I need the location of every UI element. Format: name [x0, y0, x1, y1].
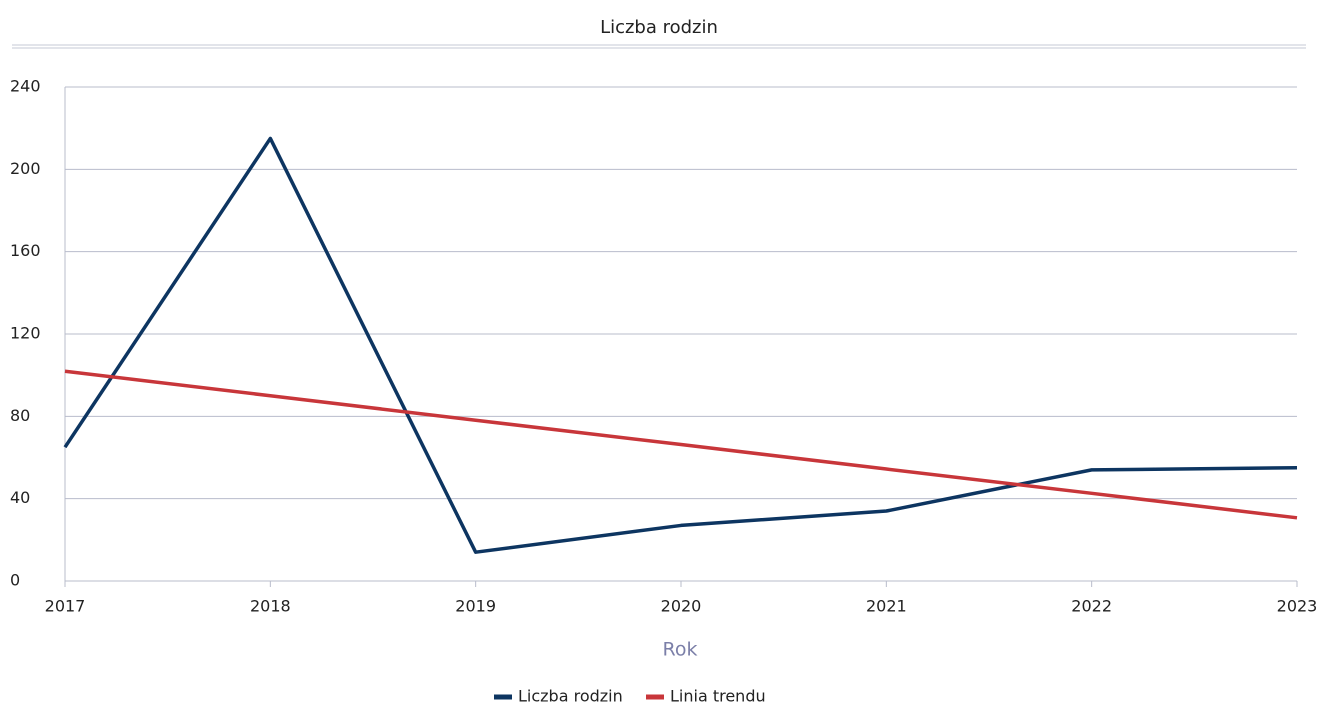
- x-tick-label: 2022: [1071, 597, 1112, 616]
- line-series: [64, 369, 1298, 520]
- x-tick-label: 2023: [1277, 597, 1318, 616]
- x-tick-label: 2019: [455, 597, 496, 616]
- y-tick-label: 240: [10, 77, 41, 96]
- line-series: [63, 136, 1298, 554]
- x-axis-label: Rok: [663, 639, 698, 661]
- x-tick-label: 2018: [250, 597, 291, 616]
- x-tick-label: 2021: [866, 597, 907, 616]
- y-tick-label: 160: [10, 241, 41, 260]
- legend-label: Liczba rodzin: [518, 687, 623, 706]
- legend-label: Linia trendu: [670, 687, 766, 706]
- y-tick-label: 80: [10, 406, 30, 425]
- x-tick-label: 2017: [45, 597, 86, 616]
- y-tick-label: 0: [10, 571, 20, 590]
- y-tick-label: 120: [10, 324, 41, 343]
- x-tick-label: 2020: [661, 597, 702, 616]
- y-tick-label: 200: [10, 159, 41, 178]
- y-tick-label: 40: [10, 488, 30, 507]
- chart-title: Liczba rodzin: [600, 17, 718, 38]
